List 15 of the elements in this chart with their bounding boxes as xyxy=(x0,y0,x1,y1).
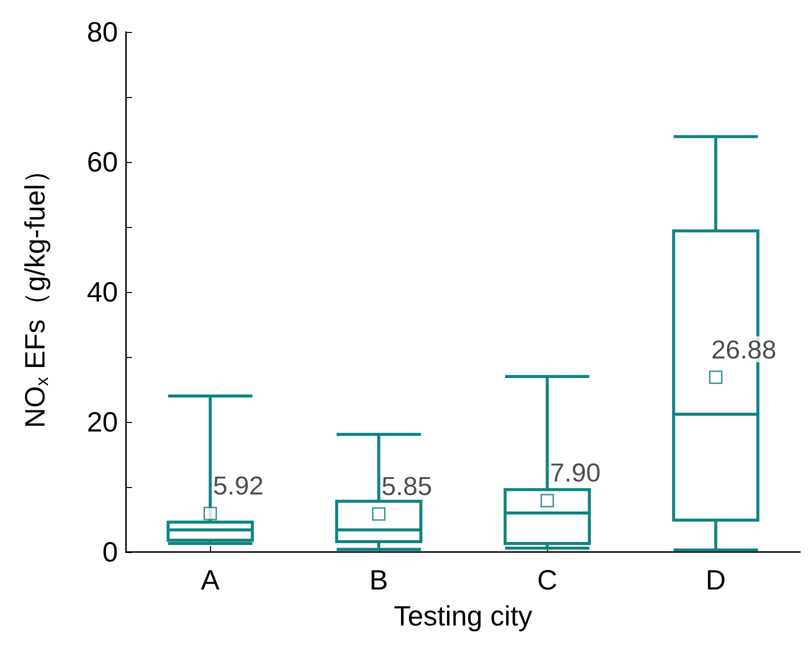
x-axis-title: Testing city xyxy=(394,600,532,632)
y-tick-label: 0 xyxy=(102,536,118,568)
x-tick-label: A xyxy=(200,564,220,596)
annotation: 26.88 xyxy=(711,334,776,364)
x-tick-label: D xyxy=(706,564,726,596)
annotation: 7.90 xyxy=(550,458,601,488)
y-tick-label: 60 xyxy=(86,146,118,178)
annotation: 5.85 xyxy=(381,470,432,501)
y-axis-title: NOx EFs（g/kg-fuel） xyxy=(20,156,52,428)
y-tick-label: 20 xyxy=(86,406,118,438)
y-tick-label: 40 xyxy=(86,276,118,308)
y-tick-label: 80 xyxy=(86,16,118,48)
annotation: 5.92 xyxy=(212,470,264,501)
x-tick-label: B xyxy=(369,564,388,596)
x-tick-label: C xyxy=(537,564,558,596)
